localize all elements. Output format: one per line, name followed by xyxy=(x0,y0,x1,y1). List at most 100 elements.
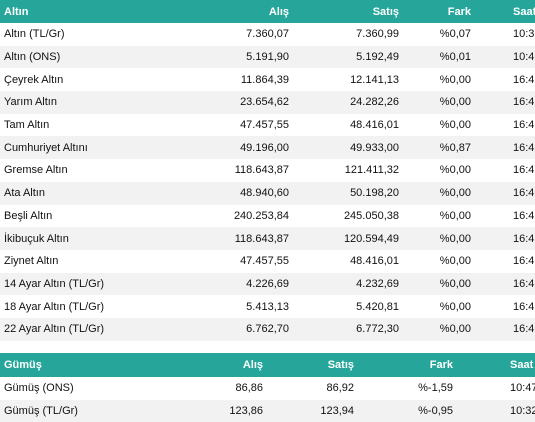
cell-satis: 12.141,13 xyxy=(350,73,399,86)
cell-saat: 16:41 xyxy=(513,232,535,245)
cell-alis: 23.654,62 xyxy=(240,96,289,109)
cell-name: Cumhuriyet Altını xyxy=(4,141,88,154)
cell-fark: %0,87 xyxy=(439,141,471,154)
cell-fark: %0,00 xyxy=(439,300,471,313)
table-row[interactable]: Ziynet Altın 47.457,55 48.416,01 %0,00 16:41 xyxy=(0,250,535,273)
cell-alis: 47.457,55 xyxy=(240,119,289,132)
cell-saat: 16:41 xyxy=(513,164,535,177)
table-row[interactable]: Gremse Altın 118.643,87 121.411,32 %0,00 16:… xyxy=(0,159,535,182)
cell-name: Tam Altın xyxy=(4,119,50,132)
cell-satis: 24.282,26 xyxy=(350,96,399,109)
table-row[interactable]: Gümüş (TL/Gr) 123,86 123,94 %-0,95 10:32 xyxy=(0,399,535,422)
header-satis[interactable]: Satış xyxy=(327,359,354,371)
cell-fark: %0,00 xyxy=(439,164,471,177)
table-row[interactable]: Altın (TL/Gr) 7.360,07 7.360,99 %0,07 10:32 xyxy=(0,23,535,46)
cell-satis: 48.416,01 xyxy=(350,255,399,268)
cell-alis: 6.762,70 xyxy=(246,323,289,336)
silver-price-table: Gümüş Alış Satış Fark Saat Gümüş (ONS) 86… xyxy=(0,353,535,422)
cell-saat: 16:41 xyxy=(513,119,535,132)
cell-satis: 6.772,30 xyxy=(356,323,399,336)
cell-fark: %-1,59 xyxy=(418,382,453,395)
cell-satis: 5.192,49 xyxy=(356,51,399,64)
header-saat[interactable]: Saat xyxy=(513,5,535,18)
gold-table-body: Altın (TL/Gr)7.360,077.360,99%0,0710:32A… xyxy=(0,23,535,341)
cell-fark: %0,00 xyxy=(439,119,471,132)
cell-saat: 10:32 xyxy=(510,404,535,417)
cell-satis: 121.411,32 xyxy=(344,164,399,177)
header-alis[interactable]: Alış xyxy=(242,359,263,371)
cell-satis: 123,94 xyxy=(320,404,354,417)
cell-name: 22 Ayar Altın (TL/Gr) xyxy=(4,323,105,336)
cell-name: 18 Ayar Altın (TL/Gr) xyxy=(4,300,105,313)
cell-alis: 48.940,60 xyxy=(240,187,289,200)
table-row[interactable]: 22 Ayar Altın (TL/Gr) 6.762,70 6.772,30 %0,… xyxy=(0,317,535,341)
cell-satis: 49.933,00 xyxy=(350,141,399,154)
cell-fark: %0,07 xyxy=(439,28,471,41)
cell-saat: 10:47 xyxy=(510,382,535,395)
cell-alis: 240.253,84 xyxy=(233,209,289,222)
cell-saat: 16:41 xyxy=(513,300,535,313)
gold-price-table: Altın Alış Satış Fark Saat Altın (TL/Gr)… xyxy=(0,0,535,341)
cell-saat: 10:47 xyxy=(513,51,535,64)
header-alis[interactable]: Alış xyxy=(268,5,289,18)
cell-satis: 245.050,38 xyxy=(343,209,399,222)
cell-name: İkibuçuk Altın xyxy=(4,232,69,245)
cell-satis: 5.420,81 xyxy=(356,300,399,313)
cell-fark: %-0,95 xyxy=(418,404,453,417)
cell-alis: 49.196,00 xyxy=(240,141,289,154)
header-name[interactable]: Gümüş xyxy=(4,359,42,371)
header-fark[interactable]: Fark xyxy=(447,5,471,18)
table-row[interactable]: Gümüş (ONS) 86,86 86,92 %-1,59 10:47 xyxy=(0,377,535,400)
cell-fark: %0,00 xyxy=(439,255,471,268)
cell-alis: 47.457,55 xyxy=(240,255,289,268)
cell-fark: %0,00 xyxy=(439,96,471,109)
cell-alis: 4.226,69 xyxy=(246,277,289,290)
header-satis[interactable]: Satış xyxy=(372,5,399,18)
cell-name: Altın (TL/Gr) xyxy=(4,28,65,41)
cell-saat: 16:41 xyxy=(513,96,535,109)
cell-satis: 120.594,49 xyxy=(343,232,399,245)
cell-name: Gümüş (TL/Gr) xyxy=(4,404,78,417)
table-row[interactable]: İkibuçuk Altın 118.643,87 120.594,49 %0,00 1… xyxy=(0,227,535,250)
cell-alis: 5.413,13 xyxy=(246,300,289,313)
cell-name: Beşli Altın xyxy=(4,209,53,222)
cell-saat: 16:41 xyxy=(513,187,535,200)
cell-fark: %0,01 xyxy=(439,51,471,64)
cell-saat: 10:32 xyxy=(513,28,535,41)
table-row[interactable]: Yarım Altın 23.654,62 24.282,26 %0,00 16:41 xyxy=(0,91,535,114)
cell-satis: 7.360,99 xyxy=(356,28,399,41)
table-row[interactable]: Beşli Altın 240.253,84 245.050,38 %0,00 16:4… xyxy=(0,205,535,228)
cell-name: Ata Altın xyxy=(4,187,45,200)
cell-fark: %0,00 xyxy=(439,323,471,336)
silver-table-body: Gümüş (ONS) 86,86 86,92 %-1,59 10:47 Gümüş (T… xyxy=(0,377,535,422)
table-row[interactable]: 14 Ayar Altın (TL/Gr) 4.226,69 4.232,69 %0,… xyxy=(0,272,535,296)
cell-alis: 118.643,87 xyxy=(234,164,289,177)
cell-name: Gümüş (ONS) xyxy=(4,382,74,395)
cell-fark: %0,00 xyxy=(439,73,471,86)
cell-saat: 16:45 xyxy=(513,141,535,154)
cell-alis: 123,86 xyxy=(229,404,263,417)
table-row[interactable]: Cumhuriyet Altını 49.196,00 49.933,00 %0,87… xyxy=(0,136,535,160)
cell-satis: 86,92 xyxy=(326,382,354,395)
header-fark[interactable]: Fark xyxy=(429,359,453,371)
cell-fark: %0,00 xyxy=(439,232,471,245)
silver-table-header: Gümüş Alış Satış Fark Saat xyxy=(0,353,535,377)
table-row[interactable]: Tam Altın 47.457,55 48.416,01 %0,00 16:41 xyxy=(0,114,535,137)
cell-alis: 118.643,87 xyxy=(234,232,289,245)
cell-alis: 11.864,39 xyxy=(240,73,289,86)
cell-saat: 16:41 xyxy=(513,277,535,290)
header-saat[interactable]: Saat xyxy=(510,359,534,371)
cell-alis: 5.191,90 xyxy=(246,51,289,64)
cell-alis: 86,86 xyxy=(235,382,263,395)
table-row[interactable]: Ata Altın 48.940,60 50.198,20 %0,00 16:41 xyxy=(0,181,535,205)
cell-fark: %0,00 xyxy=(439,209,471,222)
table-row[interactable]: Altın (ONS) 5.191,90 5.192,49 %0,01 10:47 xyxy=(0,45,535,69)
cell-fark: %0,00 xyxy=(439,277,471,290)
header-name[interactable]: Altın xyxy=(4,5,29,18)
cell-name: 14 Ayar Altın (TL/Gr) xyxy=(4,277,105,290)
cell-saat: 16:41 xyxy=(513,209,535,222)
table-row[interactable]: 18 Ayar Altın (TL/Gr) 5.413,13 5.420,81 %0,… xyxy=(0,295,535,318)
table-row[interactable]: Çeyrek Altın 11.864,39 12.141,13 %0,00 16:41 xyxy=(0,68,535,91)
cell-alis: 7.360,07 xyxy=(246,28,289,41)
cell-satis: 48.416,01 xyxy=(350,119,399,132)
